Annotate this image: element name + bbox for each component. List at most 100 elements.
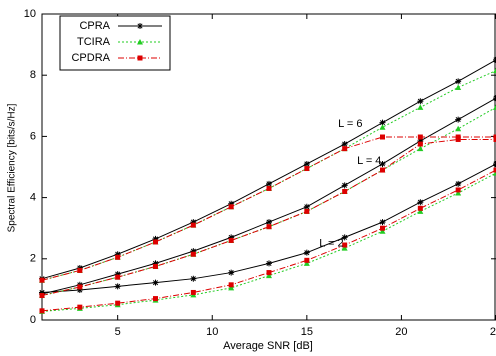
- marker: [417, 199, 424, 206]
- series-line: [41, 169, 496, 312]
- marker: [266, 272, 272, 279]
- marker: [379, 219, 386, 226]
- marker: [137, 23, 143, 29]
- legend: CPRA TCIRA CPDRA: [59, 15, 171, 71]
- marker: [266, 180, 272, 187]
- legend-label: CPDRA: [71, 52, 110, 64]
- marker: [417, 141, 423, 147]
- x-tick-label: 20: [395, 326, 407, 338]
- marker: [380, 167, 385, 173]
- marker: [341, 245, 348, 251]
- marker: [303, 203, 310, 210]
- marker: [341, 234, 348, 241]
- marker: [379, 160, 386, 167]
- x-tick-label: 5: [115, 326, 121, 338]
- marker: [342, 188, 348, 194]
- marker: [115, 274, 121, 280]
- marker: [303, 249, 310, 256]
- series-line: [41, 106, 496, 297]
- marker: [190, 222, 196, 228]
- marker: [417, 134, 423, 140]
- x-tick-label: 10: [206, 326, 218, 338]
- marker: [493, 104, 496, 110]
- marker: [379, 124, 386, 130]
- annotation: L = 4: [357, 155, 381, 167]
- marker: [39, 308, 45, 314]
- marker: [190, 219, 197, 226]
- marker: [303, 260, 310, 266]
- marker: [137, 39, 143, 45]
- marker: [303, 160, 310, 167]
- marker: [379, 228, 386, 234]
- series-line: [41, 136, 496, 281]
- marker: [137, 55, 143, 61]
- legend-label: CPRA: [79, 20, 110, 32]
- marker: [455, 125, 462, 132]
- marker: [114, 271, 121, 278]
- marker: [190, 289, 196, 295]
- marker: [304, 166, 310, 172]
- y-tick-label: 10: [24, 8, 36, 20]
- marker: [228, 269, 235, 276]
- marker: [114, 283, 121, 290]
- marker: [342, 146, 348, 152]
- series-line: [41, 172, 496, 312]
- marker: [77, 304, 83, 310]
- marker: [380, 225, 385, 231]
- marker: [417, 104, 424, 110]
- marker: [417, 208, 424, 214]
- marker: [417, 205, 423, 211]
- plot-frame: [41, 13, 496, 321]
- marker: [342, 242, 348, 248]
- marker: [77, 267, 83, 273]
- marker: [114, 251, 121, 258]
- marker: [152, 279, 159, 286]
- marker: [228, 284, 235, 291]
- marker: [455, 180, 462, 187]
- marker: [190, 248, 197, 255]
- marker: [304, 257, 310, 263]
- marker: [39, 293, 45, 299]
- marker: [455, 84, 462, 90]
- annotation: L = 2: [319, 237, 343, 249]
- marker: [341, 182, 348, 189]
- series-line: [41, 59, 496, 280]
- marker: [304, 208, 310, 214]
- marker: [39, 277, 45, 283]
- marker: [153, 296, 158, 302]
- marker: [152, 235, 159, 242]
- marker: [228, 237, 234, 243]
- y-tick-label: 6: [30, 130, 36, 142]
- marker: [190, 275, 197, 282]
- marker: [493, 167, 496, 173]
- marker: [266, 260, 272, 267]
- marker: [417, 145, 424, 152]
- marker: [77, 284, 83, 290]
- marker: [266, 185, 272, 191]
- marker: [153, 263, 158, 269]
- x-axis-label: Average SNR [dB]: [223, 340, 313, 352]
- x-tick-label: 15: [301, 326, 313, 338]
- y-tick-label: 0: [30, 314, 36, 326]
- marker: [266, 224, 272, 230]
- marker: [228, 200, 235, 207]
- marker: [152, 260, 159, 267]
- marker: [341, 141, 348, 148]
- marker: [76, 287, 83, 294]
- marker: [455, 78, 462, 85]
- y-axis-label: Spectral Efficiency [bits/s/Hz]: [7, 103, 18, 232]
- marker: [493, 136, 496, 142]
- marker: [379, 119, 386, 126]
- series-line: [41, 70, 496, 281]
- marker: [115, 300, 121, 306]
- marker: [228, 204, 234, 210]
- marker: [39, 289, 45, 296]
- marker: [417, 137, 424, 144]
- legend-box: [59, 15, 171, 71]
- marker: [153, 239, 158, 245]
- marker: [455, 187, 461, 193]
- marker: [228, 282, 234, 288]
- marker: [190, 251, 196, 257]
- marker: [380, 134, 385, 140]
